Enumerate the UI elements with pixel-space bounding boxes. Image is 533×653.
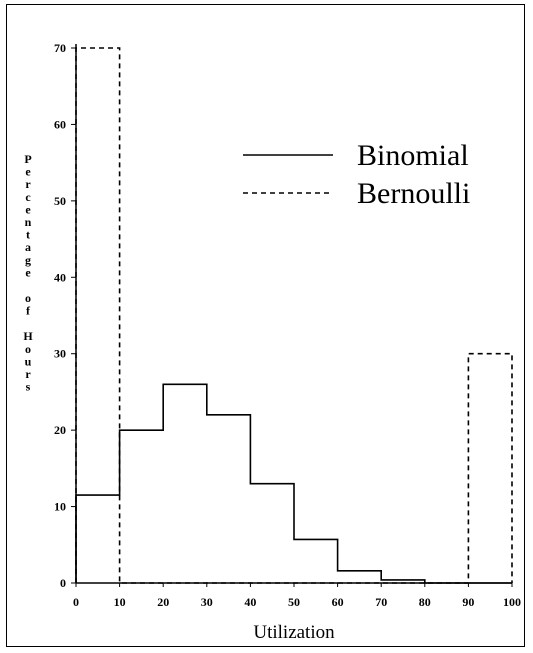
chart-frame (6, 4, 525, 647)
y-axis-title-char: a (25, 240, 31, 254)
y-axis-title-char: P (24, 152, 31, 166)
y-axis-title-char: g (25, 253, 31, 267)
y-tick-label: 60 (54, 117, 66, 131)
y-axis-title-char: n (25, 215, 32, 229)
x-tick-label: 40 (244, 595, 256, 609)
x-tick-label: 60 (332, 595, 344, 609)
x-tick-label: 70 (375, 595, 387, 609)
y-axis-title-char: o (25, 342, 31, 356)
y-tick-label: 10 (54, 500, 66, 514)
y-tick-label: 40 (54, 270, 66, 284)
series-binomial-line (75, 383, 512, 584)
x-axis-ticks: 0 10 20 30 40 50 60 70 80 90 100 (73, 583, 521, 609)
legend-label-bernoulli: Bernoulli (357, 177, 470, 210)
y-axis-title-char: o (25, 291, 31, 305)
y-axis-title-char: f (26, 304, 31, 318)
x-tick-label: 0 (73, 595, 79, 609)
y-axis-title-char: u (25, 354, 32, 368)
series-layer (75, 47, 513, 584)
series-bernoulli-line (75, 47, 513, 584)
y-axis-title-char: e (25, 202, 31, 216)
x-tick-label: 90 (462, 595, 474, 609)
x-axis-title: Utilization (253, 622, 335, 643)
x-tick-label: 50 (288, 595, 300, 609)
x-tick-label: 30 (201, 595, 213, 609)
x-tick-label: 20 (157, 595, 169, 609)
y-tick-label: 0 (60, 576, 66, 590)
y-tick-label: 30 (54, 347, 66, 361)
x-tick-label: 100 (503, 595, 521, 609)
y-axis-title-char: e (25, 265, 31, 279)
legend: Binomial Bernoulli (243, 139, 470, 210)
y-tick-label: 70 (54, 41, 66, 55)
y-axis-title-char: H (23, 329, 33, 343)
y-tick-label: 50 (54, 194, 66, 208)
legend-label-binomial: Binomial (357, 139, 469, 172)
y-axis-title-char: r (25, 177, 31, 191)
y-tick-label: 20 (54, 423, 66, 437)
y-axis-title-char: r (25, 367, 31, 381)
y-axis-title-char: t (26, 228, 30, 242)
x-tick-label: 80 (419, 595, 431, 609)
y-axis-title-char: c (25, 190, 31, 204)
x-tick-label: 10 (114, 595, 126, 609)
y-axis-ticks: 0 10 20 30 40 50 60 70 (54, 41, 76, 590)
y-axis-title-char: s (26, 380, 31, 394)
y-axis-title-char: e (25, 165, 31, 179)
